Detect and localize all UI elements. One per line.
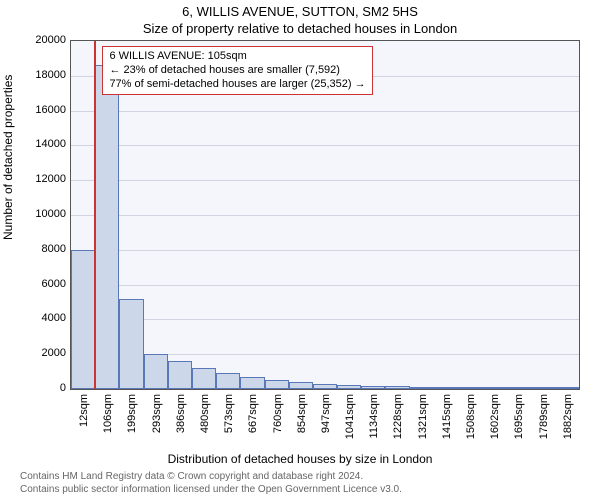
- gridline: [71, 319, 579, 320]
- gridline: [71, 250, 579, 251]
- x-tick-label: 1321sqm: [417, 394, 429, 444]
- x-tick-label: 386sqm: [175, 394, 187, 444]
- y-tick-label: 6000: [0, 278, 66, 290]
- histogram-bar: [95, 65, 119, 389]
- x-tick-label: 12sqm: [78, 394, 90, 444]
- y-tick-label: 14000: [0, 138, 66, 150]
- gridline: [71, 111, 579, 112]
- histogram-bar: [313, 384, 337, 389]
- y-tick-label: 10000: [0, 208, 66, 220]
- histogram-bar: [216, 373, 240, 389]
- gridline: [71, 215, 579, 216]
- histogram-bar: [240, 377, 264, 389]
- y-tick-label: 0: [0, 382, 66, 394]
- histogram-bar: [458, 387, 482, 389]
- x-tick-label: 1789sqm: [538, 394, 550, 444]
- gridline: [71, 145, 579, 146]
- annotation-line: 6 WILLIS AVENUE: 105sqm: [109, 50, 365, 64]
- x-tick-label: 947sqm: [320, 394, 332, 444]
- y-tick-label: 8000: [0, 243, 66, 255]
- chart-subtitle: Size of property relative to detached ho…: [0, 21, 600, 36]
- histogram-bar: [337, 385, 361, 389]
- histogram-bar: [361, 386, 385, 389]
- x-tick-label: 1695sqm: [513, 394, 525, 444]
- histogram-bar: [555, 387, 579, 389]
- subject-property-marker: [94, 41, 96, 389]
- histogram-bar: [434, 387, 458, 389]
- y-tick-label: 12000: [0, 173, 66, 185]
- y-tick-label: 18000: [0, 69, 66, 81]
- histogram-bar: [482, 387, 506, 389]
- y-tick-label: 20000: [0, 34, 66, 46]
- footer-line-2: Contains public sector information licen…: [20, 484, 594, 497]
- x-tick-label: 760sqm: [272, 394, 284, 444]
- x-tick-label: 1134sqm: [368, 394, 380, 444]
- histogram-bar: [531, 387, 555, 389]
- y-tick-label: 16000: [0, 104, 66, 116]
- annotation-box: 6 WILLIS AVENUE: 105sqm← 23% of detached…: [102, 46, 372, 95]
- chart-title: 6, WILLIS AVENUE, SUTTON, SM2 5HS: [0, 4, 600, 19]
- histogram-bar: [144, 354, 168, 389]
- histogram-bar: [192, 368, 216, 389]
- histogram-bar: [410, 387, 434, 389]
- histogram-bar: [71, 250, 95, 389]
- gridline: [71, 285, 579, 286]
- x-tick-label: 667sqm: [247, 394, 259, 444]
- x-tick-label: 854sqm: [296, 394, 308, 444]
- histogram-bar: [265, 380, 289, 389]
- x-tick-label: 480sqm: [199, 394, 211, 444]
- histogram-bar: [119, 299, 143, 389]
- histogram-bar: [289, 382, 313, 389]
- footer-line-1: Contains HM Land Registry data © Crown c…: [20, 471, 594, 484]
- x-tick-label: 1041sqm: [344, 394, 356, 444]
- x-tick-label: 199sqm: [126, 394, 138, 444]
- x-tick-label: 1508sqm: [465, 394, 477, 444]
- x-tick-label: 1415sqm: [441, 394, 453, 444]
- y-tick-label: 4000: [0, 312, 66, 324]
- x-tick-label: 1228sqm: [392, 394, 404, 444]
- annotation-line: ← 23% of detached houses are smaller (7,…: [109, 64, 365, 78]
- x-tick-label: 1602sqm: [489, 394, 501, 444]
- footer-attribution: Contains HM Land Registry data © Crown c…: [0, 471, 600, 498]
- chart-plot-area: 6 WILLIS AVENUE: 105sqm← 23% of detached…: [70, 40, 580, 390]
- annotation-line: 77% of semi-detached houses are larger (…: [109, 78, 365, 92]
- y-tick-label: 2000: [0, 347, 66, 359]
- histogram-bar: [168, 361, 192, 389]
- x-tick-label: 573sqm: [223, 394, 235, 444]
- x-tick-label: 293sqm: [151, 394, 163, 444]
- x-tick-label: 106sqm: [102, 394, 114, 444]
- histogram-bar: [385, 386, 409, 389]
- x-axis-label: Distribution of detached houses by size …: [0, 452, 600, 466]
- histogram-bar: [506, 387, 530, 389]
- gridline: [71, 180, 579, 181]
- x-tick-label: 1882sqm: [562, 394, 574, 444]
